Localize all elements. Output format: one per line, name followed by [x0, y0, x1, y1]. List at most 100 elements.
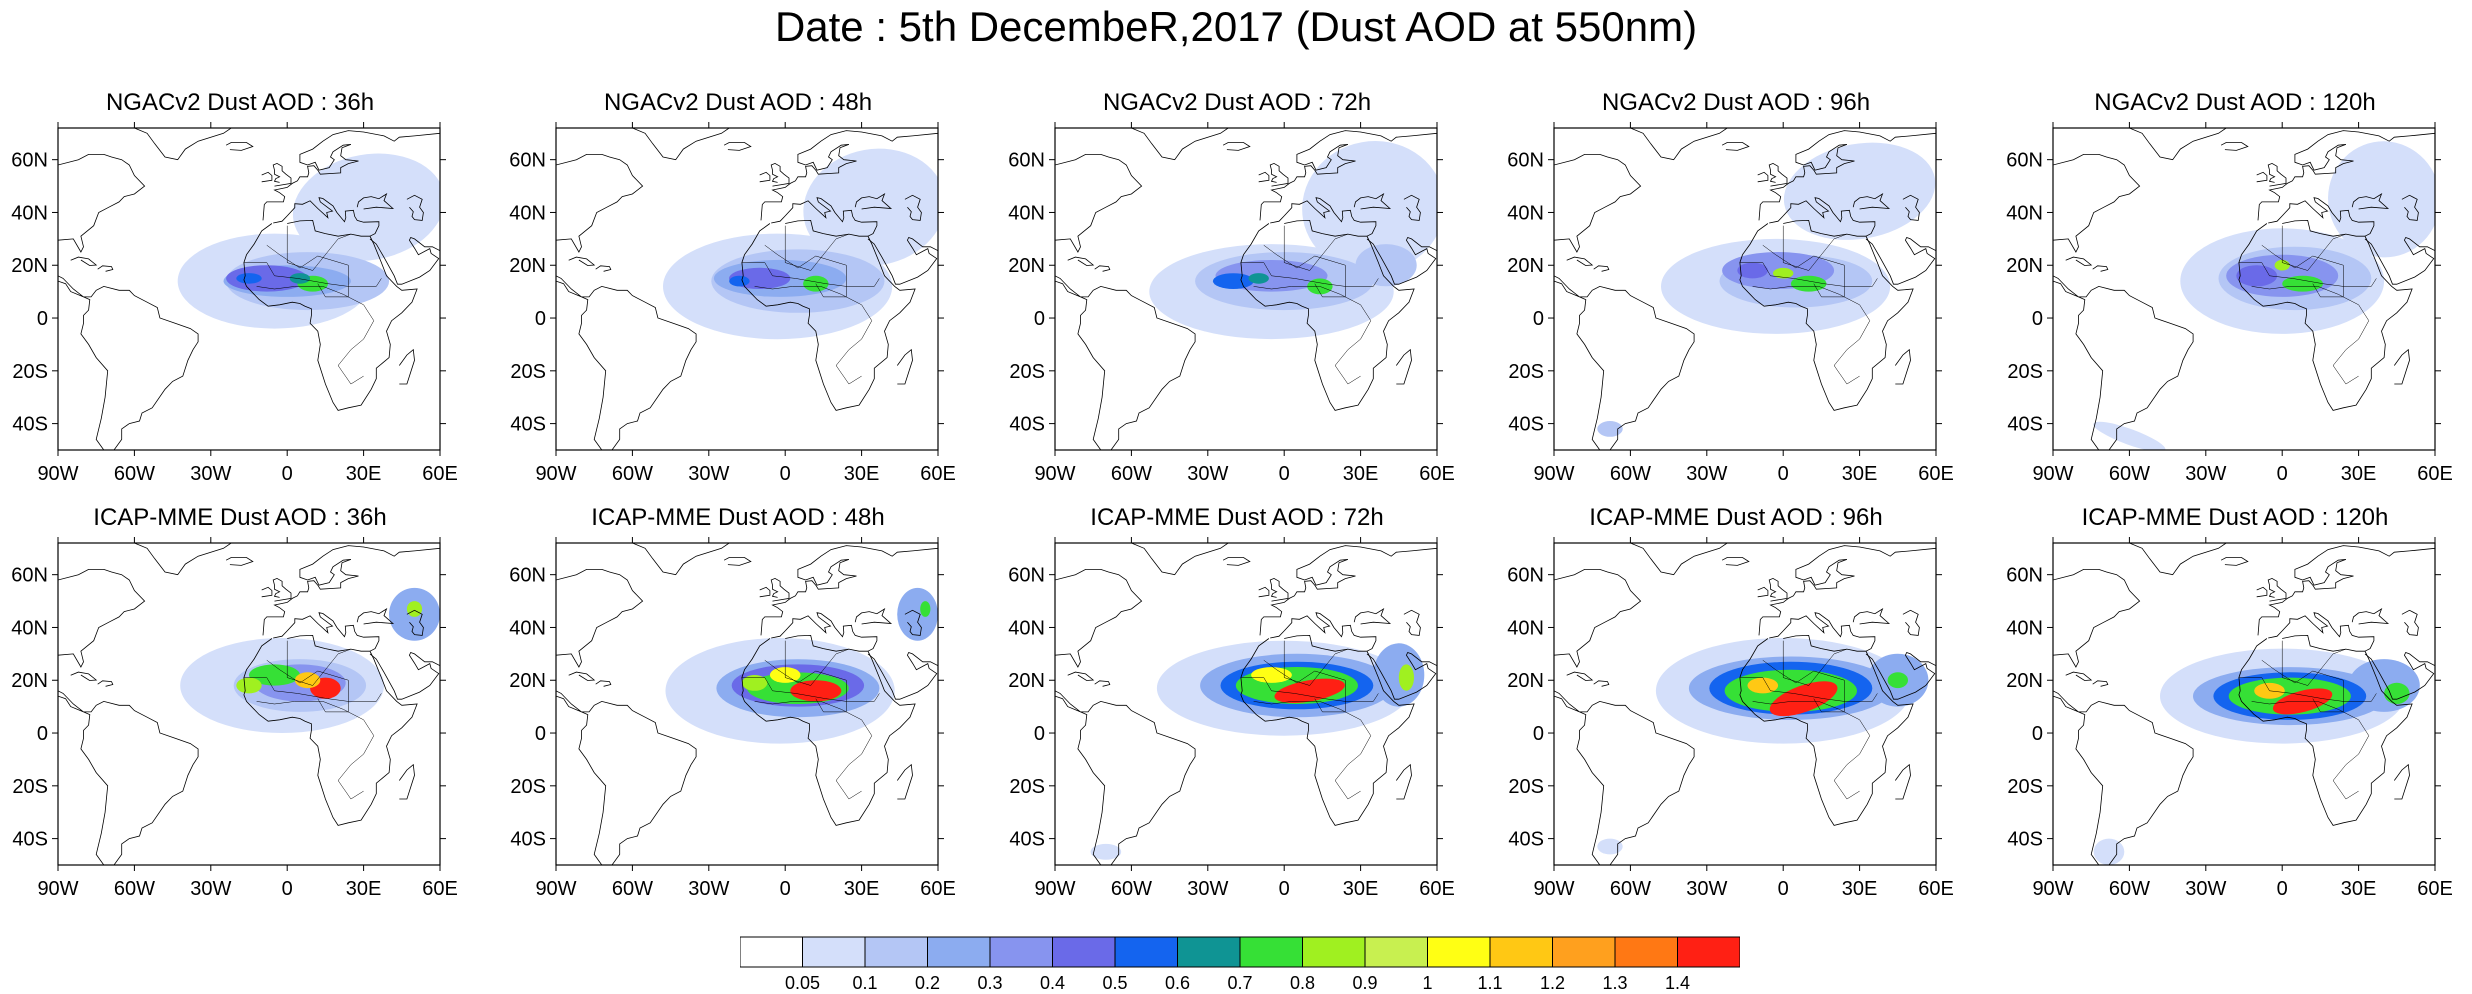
- colorbar-swatch: [864, 936, 928, 968]
- coastline-ireland: [1757, 171, 1769, 183]
- lat-tick-label: 40S: [510, 414, 546, 436]
- country-border: [2251, 286, 2370, 385]
- coastline-arabia: [2364, 651, 2435, 700]
- coastline-madagascar: [1894, 763, 1911, 800]
- colorbar-swatch: [802, 936, 866, 968]
- coastline-uk: [272, 162, 292, 187]
- coastline-caspian: [1902, 194, 1920, 221]
- colorbar-label: 1.3: [1602, 973, 1628, 993]
- lon-tick-label: 60E: [422, 878, 458, 900]
- lat-tick-label: 60N: [11, 150, 48, 172]
- coastline-sri-lanka: [1488, 707, 1493, 714]
- coastline-ireland: [1258, 171, 1270, 183]
- lat-tick-label: 40S: [1508, 414, 1544, 436]
- lat-tick-label: 20S: [510, 776, 546, 798]
- colorbar-swatch: [1302, 936, 1366, 968]
- panel-title: ICAP-MME Dust AOD : 120h: [2081, 504, 2389, 531]
- colorbar-label: 0.5: [1102, 973, 1128, 993]
- lon-tick-label: 0: [282, 878, 293, 900]
- coastline-central-america: [2053, 690, 2194, 865]
- coastline-cuba: [70, 671, 98, 681]
- lon-tick-label: 30E: [844, 463, 880, 485]
- coastline-hispaniola: [1094, 265, 1111, 272]
- dust-aod-field: [2093, 648, 2420, 865]
- aod-contour: [2093, 838, 2125, 865]
- coastline-black-sea: [356, 608, 395, 625]
- lat-tick-label: 20N: [11, 255, 48, 277]
- coastline-europe: [1259, 545, 1437, 636]
- lon-tick-label: 90W: [535, 878, 576, 900]
- lat-tick-label: 20S: [1508, 776, 1544, 798]
- lon-tick-label: 60W: [1610, 878, 1651, 900]
- colorbar-label: 0.6: [1164, 973, 1191, 993]
- lat-tick-label: 60N: [509, 565, 546, 587]
- figure-title: Date : 5th DecembeR,2017 (Dust AOD at 55…: [774, 3, 1698, 50]
- coastline-arabia: [867, 651, 938, 700]
- aod-contour: [1248, 273, 1269, 284]
- lon-tick-label: 0: [2277, 463, 2288, 485]
- dust-aod-field: [1597, 638, 1929, 855]
- aod-contour: [1769, 681, 1838, 717]
- country-border: [266, 244, 349, 298]
- lon-tick-label: 90W: [1034, 878, 1075, 900]
- coastline-caspian: [406, 194, 424, 221]
- coastline-arabia: [1366, 651, 1437, 700]
- colorbar-label: 1.4: [1664, 973, 1691, 993]
- dust-aod-field: [665, 587, 938, 744]
- lat-tick-label: 0: [535, 723, 546, 745]
- lat-tick-label: 60N: [1008, 150, 1045, 172]
- coastline-africa: [1739, 634, 1914, 826]
- lat-tick-label: 0: [1034, 723, 1045, 745]
- map-frame: [1054, 542, 1438, 866]
- coastline-black-sea: [854, 608, 893, 625]
- lon-tick-label: 90W: [2032, 463, 2073, 485]
- coastlines: [2053, 543, 2435, 865]
- coastline-mediterranean-north: [1270, 197, 1377, 237]
- coastline-africa: [2238, 219, 2413, 411]
- coastline-central-america: [556, 690, 697, 865]
- aod-contour: [1597, 838, 1623, 855]
- coastline-mediterranean-north: [273, 612, 380, 652]
- colorbar-swatch: [1114, 936, 1178, 968]
- coastline-mediterranean-north: [273, 197, 380, 237]
- coastline-madagascar: [896, 763, 913, 800]
- coastline-iceland: [2220, 557, 2249, 566]
- coastline-hispaniola: [97, 265, 114, 272]
- aod-contour: [2282, 275, 2323, 292]
- lat-tick-label: 0: [1533, 723, 1544, 745]
- coastline-north-america: [556, 128, 644, 276]
- coastline-caspian: [904, 194, 922, 221]
- map-frame: [2052, 542, 2436, 866]
- coastline-black-sea: [1852, 608, 1891, 625]
- lon-tick-label: 0: [780, 463, 791, 485]
- country-border: [1253, 701, 1372, 800]
- panel-title: NGACv2 Dust AOD : 48h: [603, 89, 873, 116]
- coastline-madagascar: [1395, 348, 1412, 385]
- aod-contour: [226, 265, 308, 292]
- country-border: [741, 677, 880, 702]
- coastline-iceland: [723, 557, 752, 566]
- map-plot: 90W 60W 30W 0 30E 60E 60N 40N 20N 0 20S 40S: [11, 537, 458, 900]
- map-plot: 90W 60W 30W 0 30E 60E 60N 40N 20N 0 20S 40S: [2006, 122, 2453, 485]
- coastline-uk: [770, 162, 790, 187]
- lat-tick-label: 0: [37, 308, 48, 330]
- colorbar-swatch: [1427, 936, 1491, 968]
- lat-tick-label: 40N: [11, 617, 48, 639]
- lon-tick-label: 0: [780, 878, 791, 900]
- aod-contour: [729, 275, 750, 287]
- coastline-ireland: [2256, 586, 2268, 598]
- aod-contour: [1747, 677, 1779, 694]
- lon-tick-label: 60E: [920, 463, 956, 485]
- lon-tick-label: 90W: [1034, 463, 1075, 485]
- country-border: [1263, 244, 1346, 298]
- coastline-sri-lanka: [989, 707, 994, 714]
- lon-tick-label: 60W: [2109, 463, 2150, 485]
- coastline-greenland: [2129, 543, 2227, 576]
- lon-tick-label: 60W: [612, 463, 653, 485]
- coastline-north-america: [1554, 543, 1642, 691]
- lon-tick-label: 90W: [37, 878, 78, 900]
- aod-contour: [1783, 142, 1936, 240]
- coastline-iceland: [2220, 142, 2249, 151]
- lat-tick-label: 0: [37, 723, 48, 745]
- country-border: [256, 701, 375, 800]
